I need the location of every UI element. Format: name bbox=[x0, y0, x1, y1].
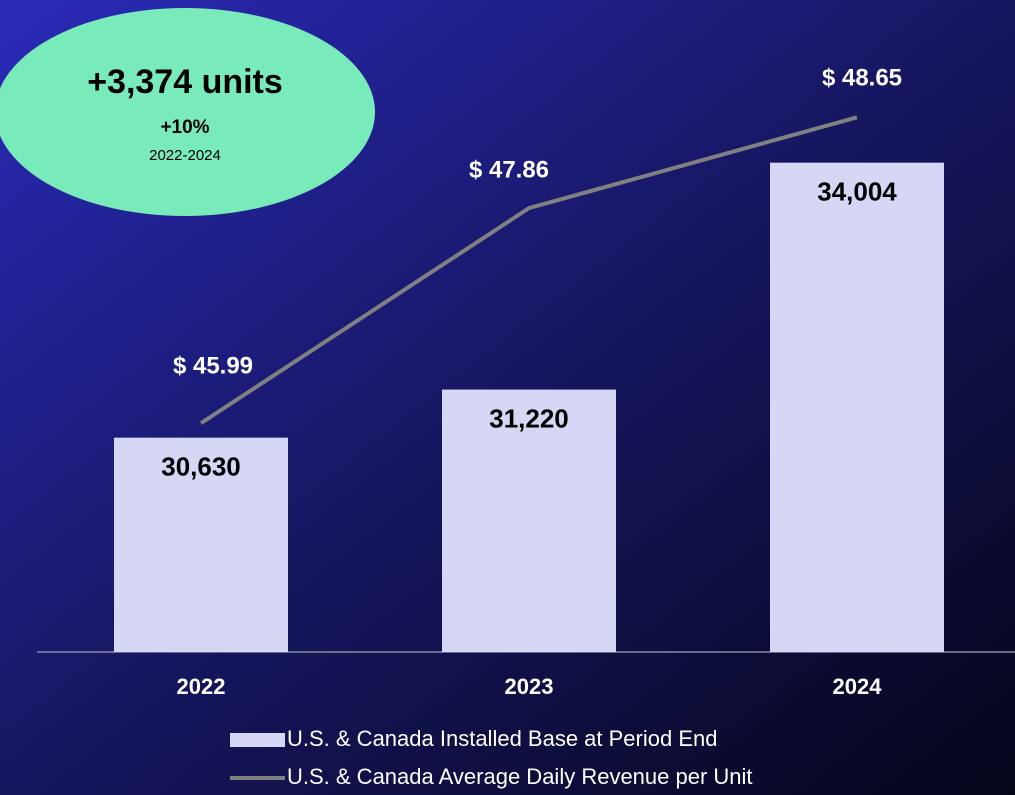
x-tick-label: 2023 bbox=[505, 674, 554, 699]
bar bbox=[770, 162, 944, 652]
legend-label: U.S. & Canada Installed Base at Period E… bbox=[287, 726, 717, 751]
legend-label: U.S. & Canada Average Daily Revenue per … bbox=[287, 764, 753, 789]
annotation-bubble bbox=[0, 8, 375, 216]
x-tick-label: 2022 bbox=[177, 674, 226, 699]
line-value-label: $ 45.99 bbox=[173, 353, 253, 380]
line-value-label: $ 48.65 bbox=[822, 65, 902, 92]
bar bbox=[114, 437, 288, 652]
legend-swatch bbox=[230, 733, 285, 747]
bar bbox=[442, 389, 616, 652]
bar-value-label: 34,004 bbox=[817, 177, 897, 207]
x-tick-label: 2024 bbox=[833, 674, 883, 699]
bar-value-label: 30,630 bbox=[161, 452, 241, 482]
annotation-headline: +3,374 units bbox=[87, 63, 283, 101]
line-value-label: $ 47.86 bbox=[469, 156, 549, 183]
annotation-period: 2022-2024 bbox=[149, 147, 221, 164]
annotation-change: +10% bbox=[160, 117, 209, 138]
bar-value-label: 31,220 bbox=[489, 403, 569, 433]
line bbox=[199, 115, 858, 425]
